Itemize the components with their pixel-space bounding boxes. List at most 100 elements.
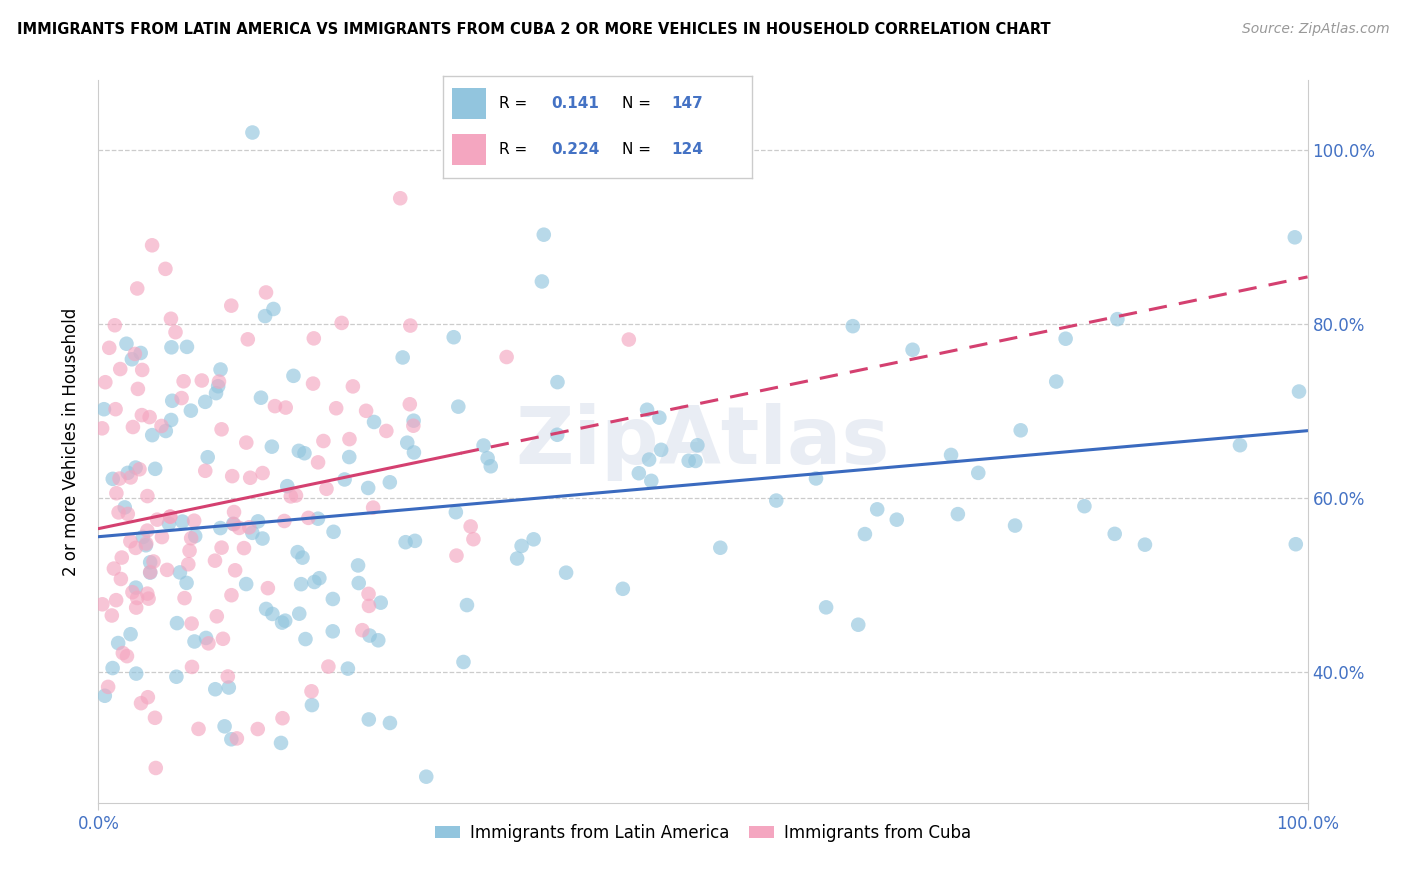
Point: [127, 281, 149, 295]
Point: [523, 533, 546, 547]
Point: [141, 428, 163, 442]
Point: [159, 509, 181, 524]
Point: [115, 649, 138, 664]
Point: [546, 427, 568, 442]
Point: [145, 761, 167, 775]
Point: [399, 318, 422, 333]
Point: [246, 722, 269, 736]
Point: [402, 445, 425, 459]
Point: [288, 443, 311, 458]
Point: [115, 336, 138, 351]
Point: [160, 311, 183, 326]
Point: [157, 516, 180, 531]
Point: [191, 374, 214, 388]
Point: [270, 736, 292, 750]
Point: [120, 470, 142, 484]
Point: [357, 599, 380, 613]
Point: [274, 401, 297, 415]
Point: [176, 340, 198, 354]
Point: [122, 420, 145, 434]
Point: [453, 655, 475, 669]
Point: [101, 661, 124, 675]
Point: [264, 399, 287, 413]
Point: [150, 419, 173, 434]
Point: [180, 531, 202, 545]
Y-axis label: 2 or more Vehicles in Household: 2 or more Vehicles in Household: [62, 308, 80, 575]
Point: [444, 505, 467, 519]
Point: [225, 731, 247, 746]
Point: [221, 588, 243, 602]
Point: [815, 600, 838, 615]
Point: [1054, 332, 1077, 346]
Legend: Immigrants from Latin America, Immigrants from Cuba: Immigrants from Latin America, Immigrant…: [427, 817, 979, 848]
Point: [107, 505, 129, 519]
Point: [103, 561, 125, 575]
Point: [194, 394, 217, 409]
Point: [301, 698, 323, 712]
Point: [283, 368, 305, 383]
Point: [378, 475, 401, 490]
Point: [121, 352, 143, 367]
Text: ZipAtlas: ZipAtlas: [516, 402, 890, 481]
Point: [347, 576, 370, 591]
Point: [176, 575, 198, 590]
Point: [221, 732, 243, 747]
Point: [110, 362, 132, 376]
Point: [91, 421, 114, 435]
Point: [312, 434, 335, 448]
Point: [183, 634, 205, 648]
Point: [228, 521, 250, 535]
Text: N =: N =: [623, 142, 657, 157]
Point: [443, 330, 465, 344]
Point: [111, 646, 134, 660]
Point: [239, 471, 262, 485]
Point: [221, 469, 243, 483]
Point: [304, 574, 326, 589]
Text: R =: R =: [499, 96, 531, 111]
Point: [460, 519, 482, 533]
Text: Source: ZipAtlas.com: Source: ZipAtlas.com: [1241, 22, 1389, 37]
Text: R =: R =: [499, 142, 531, 157]
Point: [155, 424, 177, 438]
Point: [165, 670, 187, 684]
Point: [846, 617, 869, 632]
Point: [271, 711, 294, 725]
Point: [389, 191, 412, 205]
Point: [160, 340, 183, 354]
Point: [125, 581, 148, 595]
Point: [104, 318, 127, 333]
Point: [294, 446, 316, 460]
Point: [219, 299, 242, 313]
Point: [104, 402, 127, 417]
Point: [252, 532, 274, 546]
Point: [463, 532, 485, 546]
Point: [211, 541, 233, 555]
Point: [214, 719, 236, 733]
Point: [173, 591, 195, 606]
Point: [280, 489, 302, 503]
Point: [1285, 537, 1308, 551]
Point: [128, 462, 150, 476]
Point: [302, 376, 325, 391]
Point: [274, 614, 297, 628]
Point: [547, 375, 569, 389]
Point: [107, 636, 129, 650]
Point: [124, 347, 146, 361]
Point: [127, 382, 149, 396]
Point: [402, 414, 425, 428]
Point: [636, 402, 658, 417]
Point: [367, 633, 389, 648]
Point: [204, 682, 226, 697]
Point: [709, 541, 731, 555]
Point: [222, 516, 245, 531]
Point: [105, 486, 128, 500]
Point: [262, 301, 284, 316]
Point: [612, 582, 634, 596]
Point: [250, 391, 273, 405]
Point: [1104, 527, 1126, 541]
Point: [352, 623, 374, 637]
Point: [447, 400, 470, 414]
Point: [254, 602, 277, 616]
Point: [114, 500, 136, 515]
Point: [363, 415, 385, 429]
